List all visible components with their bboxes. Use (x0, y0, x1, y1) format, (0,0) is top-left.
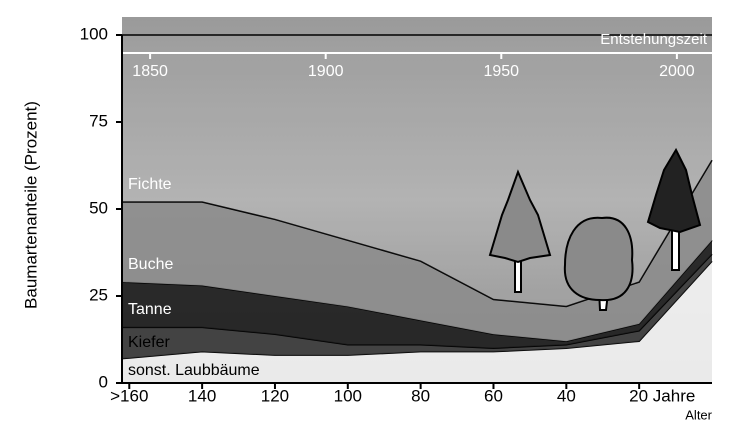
y-tick-label: 25 (89, 285, 108, 304)
y-axis-title: Baumartenanteile (Prozent) (21, 101, 40, 309)
x2-tick-label: 1900 (308, 63, 344, 80)
area-fill (122, 160, 712, 342)
top-axis-title: Entstehungszeit (600, 31, 708, 48)
conifer-icon (646, 147, 702, 234)
series-label: Buche (128, 256, 173, 273)
x-axis-title: Alter (685, 407, 712, 422)
x2-tick-label: 1850 (132, 63, 168, 80)
x-tick-label: >160 (110, 386, 148, 405)
area-fill (122, 254, 712, 359)
series-label: Tanne (128, 301, 172, 318)
areas (121, 34, 713, 383)
y-tick-label: 100 (80, 24, 108, 43)
area-fill (122, 240, 712, 349)
conifer-icon (488, 169, 552, 264)
series-label: Fichte (128, 176, 172, 193)
x-tick-label: 100 (334, 386, 362, 405)
x-tick-label: 40 (557, 386, 576, 405)
y-tick-label: 0 (99, 372, 108, 391)
x-tick-label: 60 (484, 386, 503, 405)
x2-tick-label: 2000 (659, 63, 695, 80)
area-fill (122, 35, 712, 307)
x-tick-label: 140 (188, 386, 216, 405)
deciduous-icon (563, 216, 634, 302)
series-label: sonst. Laubbäume (128, 362, 260, 379)
x-tick-label: 120 (261, 386, 289, 405)
y-tick-label: 50 (89, 198, 108, 217)
x2-tick-label: 1950 (483, 63, 519, 80)
x-tick-label: 20 Jahre (629, 386, 695, 405)
area-fill (122, 261, 712, 383)
series-label: Kiefer (128, 334, 170, 351)
y-tick-label: 75 (89, 111, 108, 130)
tree-icons (488, 147, 702, 311)
x-tick-label: 80 (411, 386, 430, 405)
